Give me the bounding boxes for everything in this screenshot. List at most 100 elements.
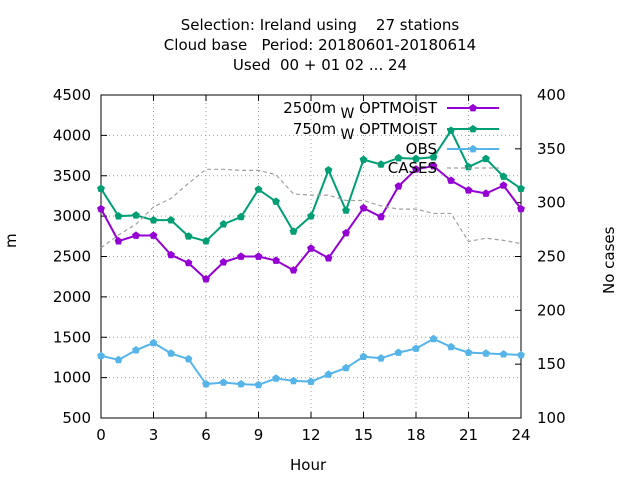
data-point-obs <box>412 344 420 352</box>
legend-marker-750m <box>469 124 477 133</box>
y2-tick-label: 300 <box>537 194 566 212</box>
y2-tick-label: 150 <box>537 355 566 373</box>
data-point-750m <box>377 160 385 168</box>
y-tick-label: 3500 <box>53 167 91 185</box>
chart-title-line-1: Selection: Ireland using 27 stations <box>180 16 460 34</box>
data-point-2500m <box>307 244 315 252</box>
data-point-750m <box>202 237 210 245</box>
x-tick-label: 9 <box>254 426 264 444</box>
data-point-750m <box>342 206 350 214</box>
data-point-750m <box>237 212 245 221</box>
data-point-2500m <box>132 231 140 239</box>
data-point-obs <box>254 380 263 389</box>
data-point-2500m <box>429 161 438 170</box>
data-point-750m <box>149 216 158 224</box>
data-point-2500m <box>377 212 385 221</box>
data-point-750m <box>394 153 403 162</box>
data-point-2500m <box>97 204 105 213</box>
x-tick-label: 3 <box>149 426 159 444</box>
chart-title-line-3: Used 00 + 01 02 ... 24 <box>232 56 408 74</box>
y-tick-label: 4500 <box>53 86 91 104</box>
data-point-obs <box>237 379 245 388</box>
y-tick-label: 2000 <box>53 288 91 306</box>
data-point-obs <box>342 363 350 372</box>
legend-label-obs: OBS <box>406 140 437 158</box>
data-point-2500m <box>394 182 403 190</box>
data-point-obs <box>464 348 473 356</box>
x-tick-label: 12 <box>301 426 320 444</box>
data-point-750m <box>114 212 123 220</box>
y-tick-label: 500 <box>62 409 91 427</box>
data-point-obs <box>377 354 385 362</box>
data-point-750m <box>412 154 420 163</box>
data-point-obs <box>359 352 368 360</box>
data-point-750m <box>307 212 315 220</box>
data-point-obs <box>447 342 455 351</box>
data-point-obs <box>219 378 228 386</box>
data-point-2500m <box>324 254 333 262</box>
y2-tick-label: 200 <box>537 301 566 319</box>
data-point-obs <box>289 376 298 385</box>
legend-marker-2500m <box>469 103 477 112</box>
data-point-2500m <box>447 176 455 184</box>
data-point-obs <box>482 349 490 357</box>
data-point-2500m <box>219 258 228 266</box>
y2-tick-label: 250 <box>537 248 566 266</box>
data-point-obs <box>307 377 315 385</box>
data-point-obs <box>429 334 438 343</box>
data-point-2500m <box>499 181 508 189</box>
data-point-2500m <box>482 189 490 197</box>
data-point-750m <box>272 197 280 205</box>
data-point-2500m <box>167 250 175 259</box>
x-tick-label: 6 <box>201 426 211 444</box>
data-point-750m <box>429 153 438 161</box>
data-point-obs <box>184 354 193 363</box>
data-point-2500m <box>517 204 525 213</box>
data-point-obs <box>272 374 280 382</box>
y-axis-label: m <box>2 233 20 248</box>
y-tick-label: 3000 <box>53 207 91 225</box>
data-point-750m <box>359 155 368 163</box>
data-point-750m <box>324 165 333 174</box>
legend-label-2500m: 2500m W OPTMOIST <box>283 99 438 122</box>
data-point-750m <box>184 232 193 240</box>
x-tick-label: 15 <box>354 426 373 444</box>
series-line-cases <box>100 168 522 249</box>
chart-title-line-2: Cloud base Period: 20180601-20180614 <box>163 36 477 54</box>
y-tick-label: 2500 <box>53 248 91 266</box>
data-point-obs <box>114 355 123 364</box>
data-point-obs <box>324 370 333 378</box>
data-point-2500m <box>412 165 420 173</box>
data-point-750m <box>289 227 298 235</box>
data-point-2500m <box>359 203 368 212</box>
y-tick-label: 1000 <box>53 369 91 387</box>
x-tick-label: 21 <box>459 426 478 444</box>
data-point-obs <box>517 350 525 359</box>
y2-axis-label: No cases <box>600 226 618 294</box>
legend-label-750m: 750m W OPTMOIST <box>293 120 438 143</box>
data-point-750m <box>499 172 508 180</box>
data-point-obs <box>499 350 508 358</box>
data-point-obs <box>202 379 210 388</box>
legend-marker-obs <box>469 144 477 153</box>
data-point-2500m <box>184 258 193 267</box>
y2-tick-label: 350 <box>537 140 566 158</box>
y2-tick-label: 100 <box>537 409 566 427</box>
data-point-750m <box>167 216 175 224</box>
data-point-750m <box>132 211 140 219</box>
legend-label-cases: CASES <box>388 159 437 177</box>
y-tick-label: 4000 <box>53 126 91 144</box>
data-point-obs <box>97 351 105 360</box>
data-point-750m <box>447 126 455 134</box>
x-tick-label: 24 <box>511 426 530 444</box>
y2-tick-label: 400 <box>537 86 566 104</box>
data-point-2500m <box>202 274 210 283</box>
data-point-2500m <box>464 186 473 194</box>
y-tick-label: 1500 <box>53 328 91 346</box>
data-point-2500m <box>254 252 263 260</box>
data-point-obs <box>394 348 403 356</box>
data-point-750m <box>219 220 228 228</box>
data-point-750m <box>254 185 263 193</box>
data-point-obs <box>149 338 158 347</box>
